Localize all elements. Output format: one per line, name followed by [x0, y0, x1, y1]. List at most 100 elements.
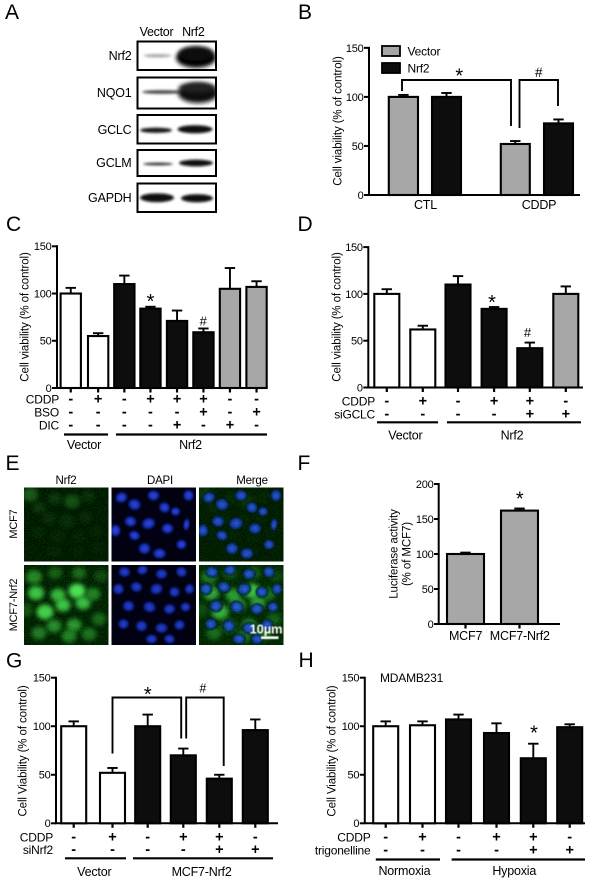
svg-text:Cell Viability (% of control): Cell Viability (% of control) — [326, 685, 338, 816]
svg-text:+: + — [492, 830, 500, 846]
svg-text:+: + — [199, 392, 207, 408]
svg-text:+: + — [418, 830, 426, 846]
svg-text:+: + — [562, 407, 570, 423]
svg-text:Nrf2: Nrf2 — [501, 429, 524, 443]
svg-text:-: - — [567, 830, 572, 846]
svg-text:-: - — [254, 418, 259, 434]
svg-text:Nrf2: Nrf2 — [182, 25, 205, 39]
svg-text:Cell viability (% of control): Cell viability (% of control) — [331, 252, 343, 382]
svg-text:+: + — [419, 394, 427, 410]
svg-text:-: - — [96, 418, 101, 434]
svg-text:-: - — [420, 407, 425, 423]
svg-text:Normoxia: Normoxia — [378, 864, 430, 878]
svg-text:#: # — [524, 325, 532, 340]
svg-text:*: * — [516, 489, 524, 511]
svg-text:150: 150 — [342, 673, 360, 685]
svg-text:+: + — [108, 830, 116, 846]
svg-text:Vector: Vector — [388, 429, 422, 443]
svg-text:-: - — [456, 830, 461, 846]
svg-text:+: + — [526, 394, 534, 410]
svg-text:+: + — [215, 842, 223, 858]
svg-text:-: - — [253, 830, 258, 846]
svg-text:-: - — [68, 405, 73, 421]
svg-text:MCF7-Nrf2: MCF7-Nrf2 — [8, 579, 20, 632]
svg-text:150: 150 — [345, 242, 363, 254]
svg-text:-: - — [122, 392, 127, 408]
svg-text:0: 0 — [428, 619, 434, 631]
svg-text:50: 50 — [351, 336, 363, 348]
svg-text:NQO1: NQO1 — [97, 86, 132, 100]
svg-text:BSO: BSO — [34, 406, 59, 420]
svg-text:#: # — [199, 681, 206, 695]
svg-text:Cell viability (% of control): Cell viability (% of control) — [20, 252, 32, 382]
svg-text:-: - — [254, 392, 259, 408]
svg-text:*: * — [144, 684, 152, 706]
svg-text:-: - — [96, 405, 101, 421]
svg-text:Cell viability (% of control): Cell viability (% of control) — [333, 56, 345, 186]
svg-text:0: 0 — [45, 818, 51, 830]
svg-text:0: 0 — [358, 190, 364, 202]
svg-text:Vector: Vector — [77, 865, 111, 879]
svg-text:*: * — [455, 66, 463, 88]
svg-text:MCF7: MCF7 — [449, 629, 482, 643]
svg-text:Cell Viability (% of control): Cell Viability (% of control) — [18, 685, 30, 816]
svg-text:Luciferase activity: Luciferase activity — [389, 509, 401, 599]
svg-text:100: 100 — [346, 92, 364, 104]
svg-text:G: G — [6, 650, 22, 673]
svg-text:200: 200 — [416, 479, 434, 491]
svg-text:+: + — [565, 843, 573, 859]
svg-text:-: - — [68, 392, 73, 408]
svg-text:+: + — [199, 405, 207, 421]
svg-text:100: 100 — [34, 288, 52, 300]
svg-text:GCLM: GCLM — [96, 156, 131, 170]
svg-text:D: D — [298, 213, 313, 236]
svg-text:-: - — [122, 405, 127, 421]
svg-text:-: - — [68, 418, 73, 434]
svg-text:0: 0 — [357, 382, 363, 394]
svg-text:-: - — [420, 843, 425, 859]
svg-text:+: + — [173, 392, 181, 408]
svg-text:Hypoxia: Hypoxia — [492, 864, 536, 878]
svg-text:10µm: 10µm — [250, 622, 283, 637]
svg-text:-: - — [175, 405, 180, 421]
svg-text:-: - — [494, 843, 499, 859]
svg-text:-: - — [563, 394, 568, 410]
svg-text:Vector: Vector — [67, 438, 101, 452]
svg-text:-: - — [110, 842, 115, 858]
svg-text:(% of MCF7): (% of MCF7) — [402, 522, 414, 586]
svg-text:DAPI: DAPI — [147, 475, 173, 487]
svg-text:+: + — [252, 405, 260, 421]
svg-text:C: C — [6, 213, 21, 236]
svg-text:#: # — [535, 65, 543, 80]
svg-text:*: * — [147, 291, 155, 313]
svg-text:MCF7-Nrf2: MCF7-Nrf2 — [172, 865, 232, 879]
svg-text:E: E — [6, 452, 20, 475]
svg-text:B: B — [298, 1, 312, 24]
svg-text:+: + — [226, 418, 234, 434]
svg-text:-: - — [201, 418, 206, 434]
svg-text:+: + — [173, 418, 181, 434]
svg-text:Vector: Vector — [408, 45, 441, 59]
svg-text:siGCLC: siGCLC — [334, 408, 375, 422]
svg-text:+: + — [251, 842, 259, 858]
svg-text:Nrf2: Nrf2 — [109, 49, 132, 63]
svg-text:Merge: Merge — [236, 475, 268, 487]
svg-text:*: * — [530, 723, 538, 745]
svg-text:50: 50 — [40, 336, 52, 348]
svg-text:-: - — [145, 830, 150, 846]
svg-text:F: F — [298, 452, 311, 475]
svg-text:CTL: CTL — [414, 198, 437, 212]
svg-text:#: # — [200, 314, 208, 329]
svg-text:*: * — [488, 292, 496, 314]
svg-text:Nrf2: Nrf2 — [56, 475, 77, 487]
svg-text:-: - — [492, 407, 497, 423]
svg-text:+: + — [179, 830, 187, 846]
svg-text:-: - — [122, 418, 127, 434]
svg-text:+: + — [526, 407, 534, 423]
svg-text:+: + — [215, 830, 223, 846]
svg-text:100: 100 — [345, 289, 363, 301]
svg-text:50: 50 — [39, 770, 51, 782]
svg-text:Vector: Vector — [140, 25, 174, 39]
svg-text:-: - — [383, 830, 388, 846]
svg-text:CDDP: CDDP — [26, 393, 59, 407]
